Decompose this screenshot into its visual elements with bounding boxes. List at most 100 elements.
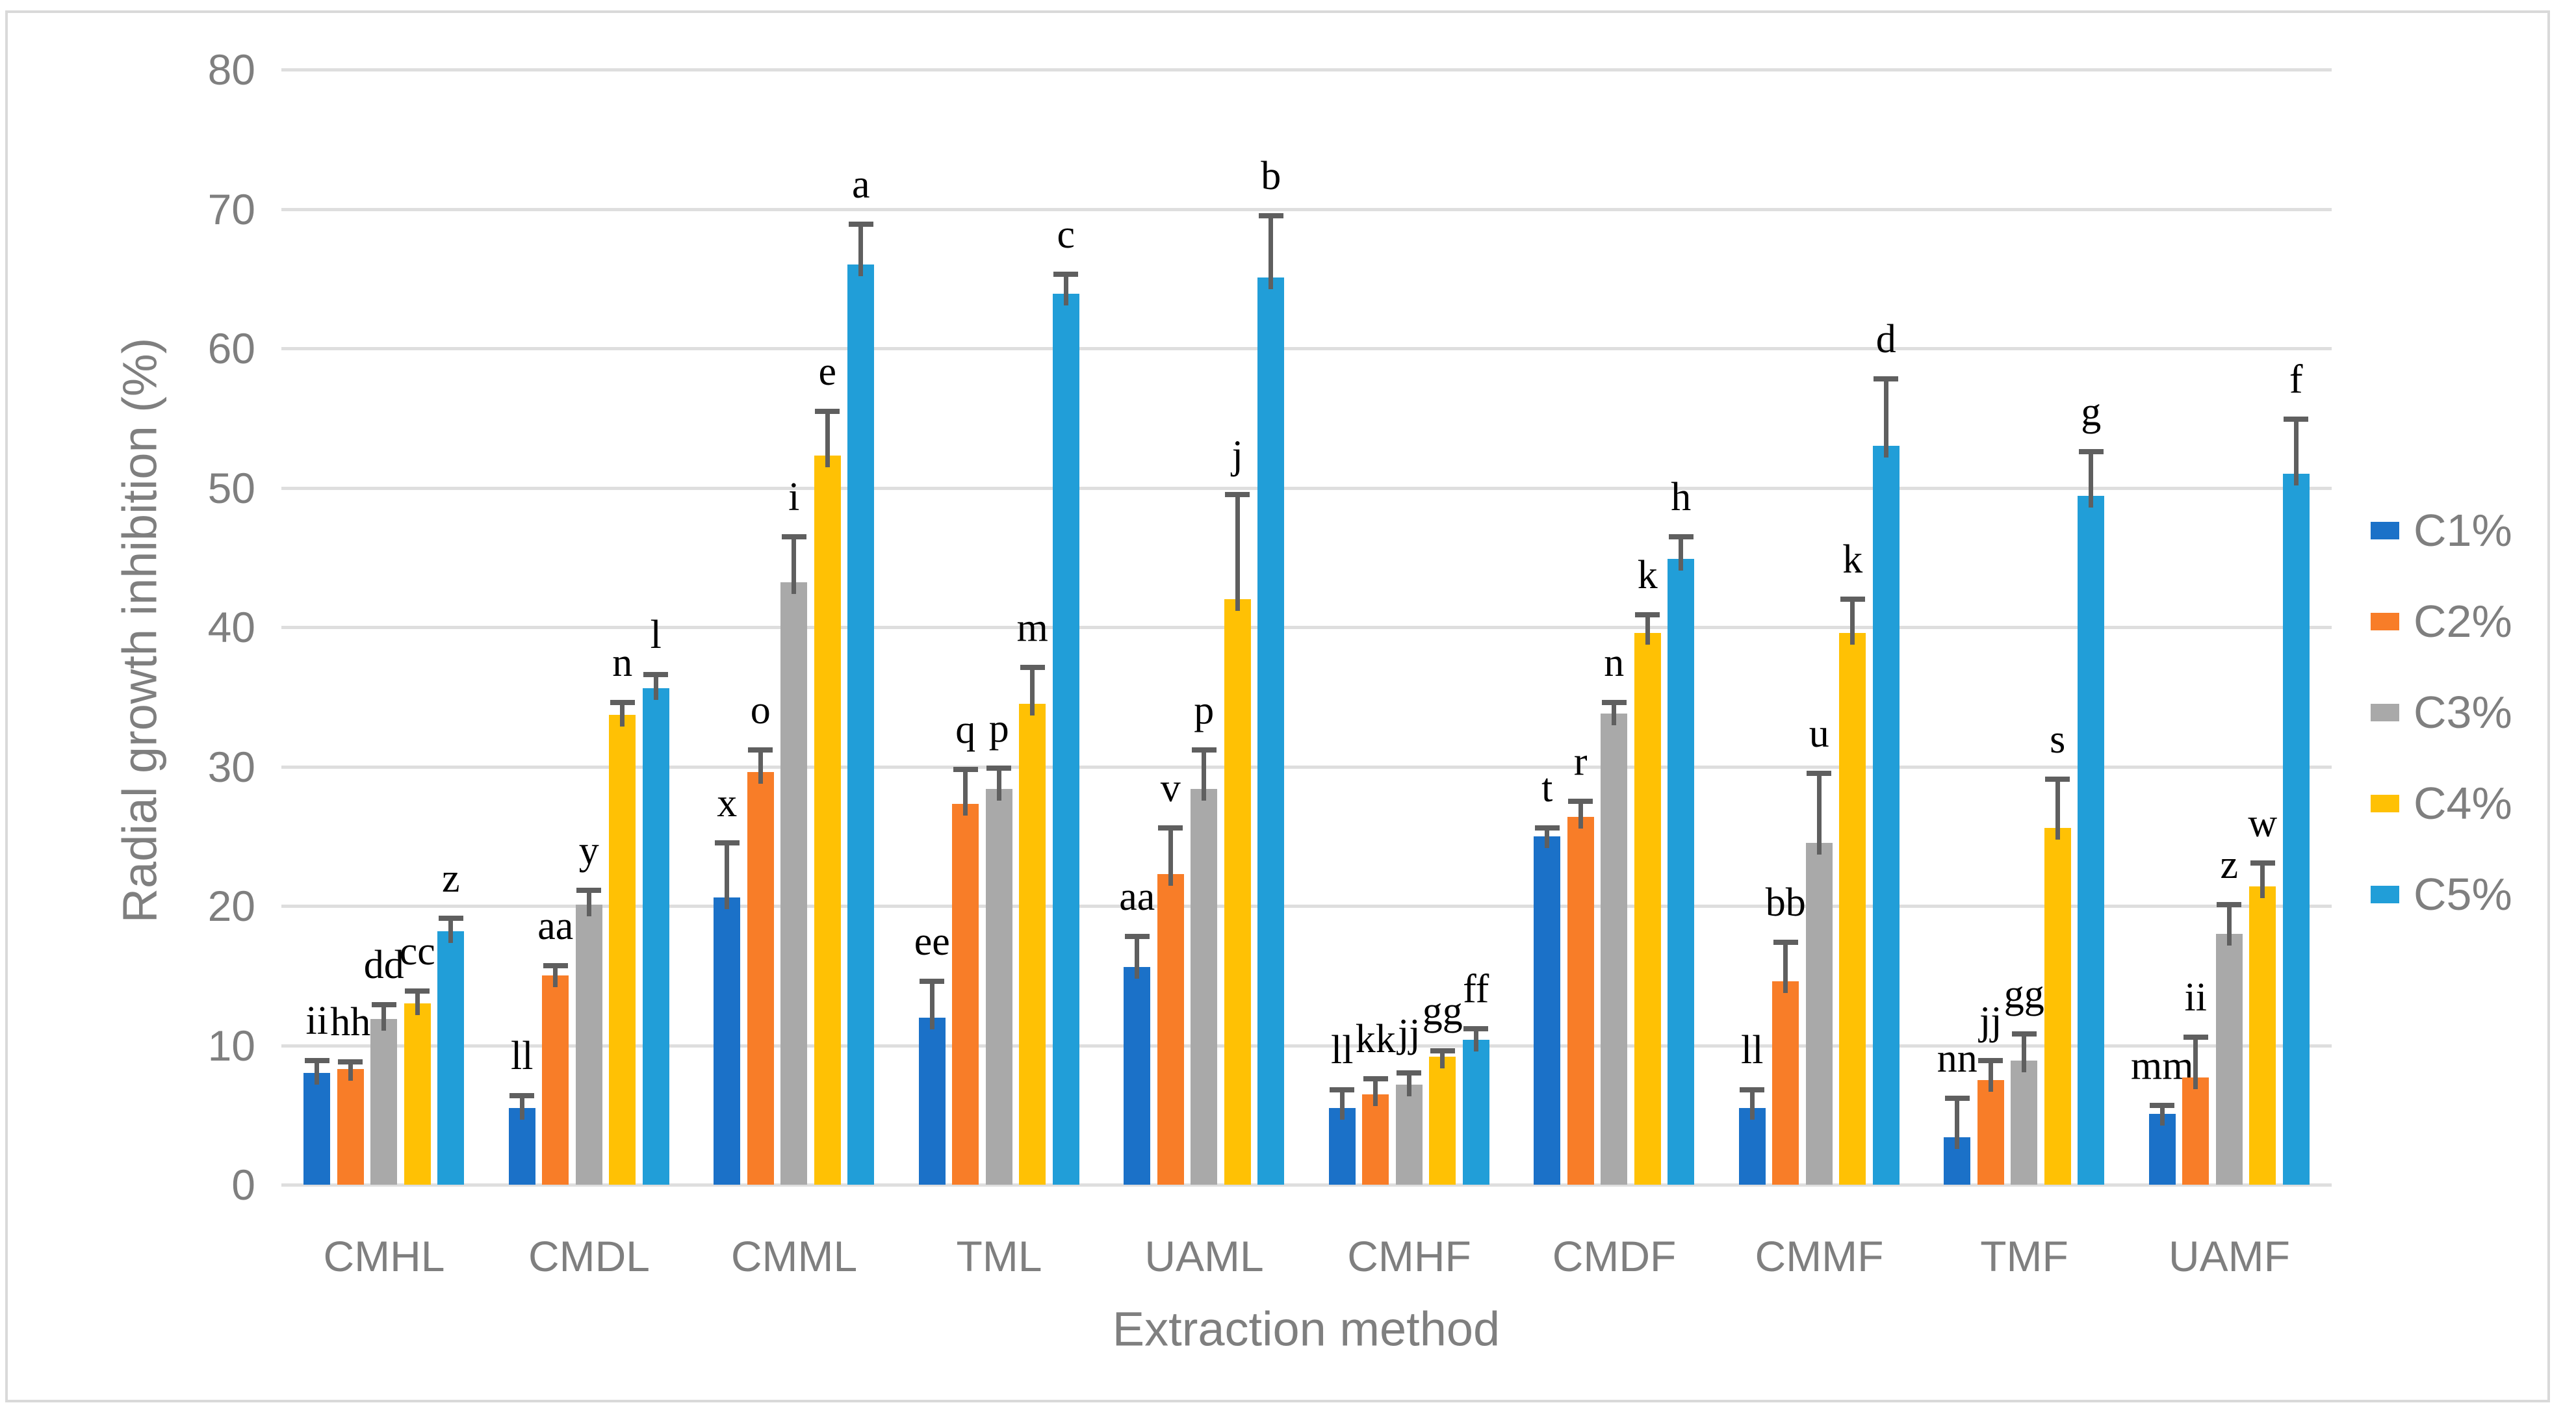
legend-item-C1%: C1% — [2371, 505, 2512, 556]
error-bar-cap — [304, 1058, 329, 1064]
y-tick-label: 20 — [207, 882, 255, 930]
bar-CMHL-C1% — [303, 1073, 331, 1185]
error-bar-cap — [1330, 1087, 1355, 1093]
error-bar-UAMF-C1% — [2159, 1105, 2165, 1126]
significance-letter-CMHL-C4%: cc — [399, 929, 435, 973]
bar-CMML-C4% — [814, 456, 841, 1185]
legend-swatch-C5% — [2371, 885, 2399, 903]
significance-letter-CMDL-C3%: y — [578, 829, 599, 873]
bar-UAMF-C2% — [2182, 1077, 2209, 1185]
error-bar-UAMF-C2% — [2193, 1037, 2198, 1089]
error-bar-UAML-C2% — [1168, 827, 1173, 886]
y-tick-label: 50 — [207, 463, 255, 512]
error-bar-CMML-C1% — [725, 843, 730, 910]
error-bar-cap — [1668, 534, 1694, 539]
error-bar-CMHF-C5% — [1473, 1028, 1478, 1051]
error-bar-cap — [815, 408, 840, 414]
y-tick-label: 40 — [207, 603, 255, 651]
bar-TMF-C5% — [2078, 496, 2105, 1185]
x-category-label-UAMF: UAMF — [2169, 1232, 2290, 1280]
error-bar-TML-C3% — [996, 767, 1001, 801]
bar-UAML-C4% — [1224, 599, 1251, 1185]
bar-TML-C4% — [1019, 703, 1046, 1185]
error-bar-UAML-C1% — [1135, 936, 1140, 979]
error-bar-CMHF-C1% — [1339, 1090, 1345, 1120]
bar-CMMF-C2% — [1772, 981, 1799, 1185]
error-bar-TMF-C3% — [2022, 1034, 2027, 1073]
significance-letter-CMDF-C2%: r — [1573, 740, 1588, 784]
significance-letter-CMDF-C4%: k — [1637, 552, 1658, 597]
error-bar-cap — [643, 671, 669, 677]
y-tick-label: 80 — [207, 45, 255, 94]
significance-letter-TMF-C2%: jj — [1979, 999, 2002, 1044]
error-bar-TML-C4% — [1030, 667, 1035, 715]
error-bar-CMDF-C1% — [1545, 827, 1550, 848]
significance-letter-CMHL-C3%: dd — [363, 943, 404, 988]
y-tick-label: 0 — [231, 1161, 255, 1209]
x-category-label-CMMF: CMMF — [1755, 1232, 1884, 1280]
error-bar-cap — [1740, 1087, 1765, 1093]
error-bar-UAMF-C3% — [2226, 904, 2232, 946]
error-bar-CMHL-C2% — [348, 1062, 353, 1081]
error-bar-CMMF-C5% — [1883, 379, 1888, 458]
bar-CMML-C3% — [780, 582, 808, 1185]
significance-letter-CMMF-C4%: k — [1842, 537, 1863, 582]
significance-letter-UAML-C3%: p — [1194, 688, 1215, 732]
error-bar-cap — [2217, 901, 2242, 907]
significance-letter-CMDL-C2%: aa — [537, 904, 574, 949]
significance-letter-TMF-C4%: s — [2050, 717, 2066, 762]
error-bar-cap — [1840, 597, 1865, 602]
significance-letter-CMMF-C5%: d — [1875, 317, 1896, 362]
significance-letter-CMDL-C1%: ll — [511, 1033, 534, 1078]
error-bar-cap — [1773, 939, 1798, 945]
bar-CMDF-C1% — [1534, 836, 1561, 1185]
bar-CMHF-C5% — [1462, 1039, 1489, 1185]
significance-letter-TMF-C5%: g — [2081, 389, 2102, 434]
error-bar-CMML-C5% — [858, 224, 864, 277]
error-bar-CMHF-C4% — [1440, 1051, 1445, 1068]
gridline-y-80 — [281, 68, 2332, 71]
x-category-label-CMHL: CMHL — [323, 1232, 445, 1280]
bar-UAMF-C4% — [2249, 886, 2276, 1185]
bar-CMML-C5% — [847, 264, 875, 1185]
error-bar-CMML-C3% — [792, 536, 797, 595]
bar-CMMF-C3% — [1805, 843, 1833, 1185]
error-bar-cap — [610, 699, 635, 705]
error-bar-cap — [1258, 213, 1283, 219]
bar-UAMF-C3% — [2215, 933, 2243, 1185]
y-tick-label: 30 — [207, 742, 255, 791]
error-bar-UAML-C4% — [1235, 495, 1240, 612]
bar-CMMF-C5% — [1872, 446, 1900, 1185]
error-bar-cap — [405, 988, 430, 994]
error-bar-cap — [338, 1059, 363, 1065]
x-category-label-UAML: UAML — [1144, 1232, 1264, 1280]
gridline-y-20 — [281, 905, 2332, 908]
x-category-label-CMHF: CMHF — [1347, 1232, 1471, 1280]
error-bar-cap — [781, 534, 806, 539]
bar-UAMF-C5% — [2282, 474, 2310, 1185]
bar-UAML-C5% — [1257, 277, 1285, 1185]
significance-letter-TML-C5%: c — [1057, 213, 1075, 257]
error-bar-cap — [1020, 665, 1045, 671]
bar-CMHL-C2% — [337, 1068, 364, 1185]
bar-TML-C5% — [1052, 294, 1079, 1185]
bar-TML-C3% — [985, 788, 1012, 1185]
significance-letter-CMML-C2%: o — [750, 688, 771, 732]
bar-TML-C1% — [918, 1017, 946, 1185]
x-category-label-TMF: TMF — [1980, 1232, 2068, 1280]
error-bar-cap — [1430, 1048, 1455, 1054]
error-bar-CMDF-C5% — [1679, 536, 1684, 571]
significance-letter-CMML-C5%: a — [851, 162, 870, 207]
error-bar-cap — [986, 765, 1012, 771]
significance-letter-CMML-C3%: i — [788, 474, 800, 519]
error-bar-cap — [1158, 825, 1183, 831]
significance-letter-CMDL-C5%: l — [650, 612, 662, 657]
significance-letter-UAMF-C3%: z — [2220, 842, 2239, 887]
error-bar-cap — [1635, 612, 1660, 617]
error-bar-cap — [1534, 825, 1560, 831]
bar-CMML-C2% — [747, 772, 774, 1185]
bar-TML-C2% — [952, 804, 979, 1185]
significance-letter-UAMF-C4%: w — [2248, 801, 2278, 845]
error-bar-UAML-C3% — [1202, 749, 1207, 801]
